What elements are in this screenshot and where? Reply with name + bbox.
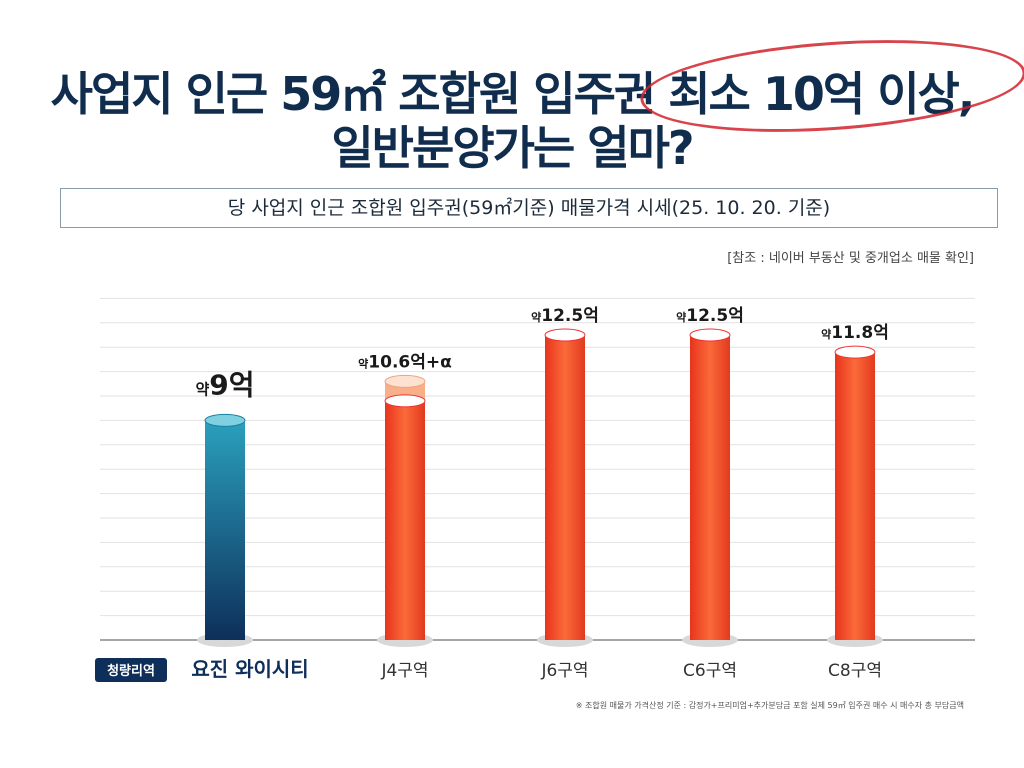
data-label-prefix: 약 [358, 356, 368, 370]
data-label-prefix: 약 [531, 310, 541, 324]
data-label: 약11.8억 [821, 323, 889, 343]
category-tag: 청량리역 [107, 663, 155, 679]
footnote: ※ 조합원 매물가 가격산정 기준 : 감정가+프리미엄+추가분담금 포함 실제… [575, 701, 964, 710]
data-label: 약12.5억 [676, 306, 744, 326]
bar-C8구역 [835, 352, 875, 640]
bar-cap [384, 374, 426, 388]
category-label: J6구역 [540, 661, 588, 681]
category-label: C6구역 [683, 661, 737, 681]
bar-요진 와이시티 [205, 420, 245, 640]
bar-cap [834, 345, 876, 359]
data-label-prefix: 약 [676, 310, 686, 324]
bar-cap [384, 394, 426, 408]
category-label: 요진 와이시티 [191, 657, 308, 681]
data-label-value: 12.5억 [686, 306, 744, 326]
data-label-prefix: 약 [821, 327, 831, 341]
chart-subtitle: 당 사업지 인근 조합원 입주권(59㎡기준) 매물가격 시세(25. 10. … [60, 188, 998, 228]
data-label: 약9억 [195, 368, 254, 401]
source-note: [참조 : 네이버 부동산 및 중개업소 매물 확인] [727, 251, 974, 266]
bar-C6구역 [690, 335, 730, 640]
data-label-value: 11.8억 [831, 323, 889, 343]
bar-J4구역 [385, 400, 425, 640]
data-label-value: 9억 [209, 368, 254, 401]
data-label: 약10.6억+α [358, 352, 452, 372]
bar-cap [544, 328, 586, 342]
title-line-1: 사업지 인근 59㎡ 조합원 입주권 최소 10억 이상, [50, 67, 976, 121]
bar-cap [204, 413, 246, 427]
category-tag-bg [95, 658, 167, 682]
data-label: 약12.5억 [531, 306, 599, 326]
data-label-value: 10.6억+α [368, 352, 452, 372]
category-label: J4구역 [380, 661, 428, 681]
data-label-value: 12.5억 [541, 306, 599, 326]
category-label: C8구역 [828, 661, 882, 681]
data-label-prefix: 약 [195, 380, 209, 398]
bar-cap [689, 328, 731, 342]
title-line-2: 일반분양가는 얼마? [331, 121, 694, 175]
bar-J6구역 [545, 335, 585, 640]
